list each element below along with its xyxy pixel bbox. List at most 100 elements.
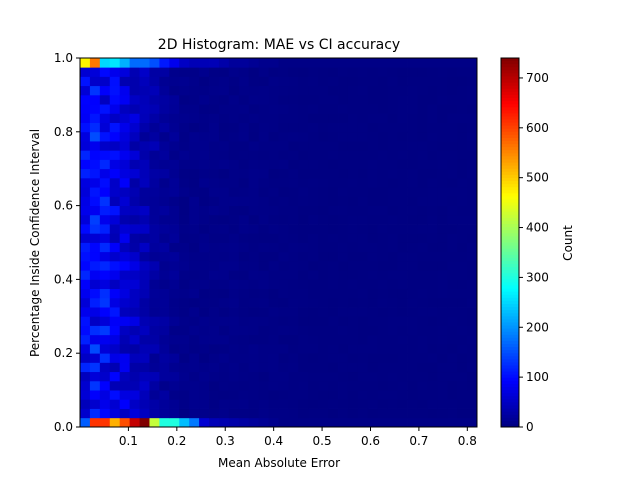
heatmap-cell [467,417,478,428]
heatmap-cell [189,85,200,96]
colorbar-segment [501,217,519,222]
heatmap-cell [457,251,468,262]
heatmap-cell [169,343,180,354]
heatmap-cell [427,205,438,216]
heatmap-cell [149,150,160,160]
heatmap-cell [397,316,408,326]
heatmap-cell [199,196,210,206]
heatmap-cell [318,371,329,382]
heatmap-cell [437,251,448,262]
heatmap-cell [218,85,230,96]
heatmap-cell [278,58,289,68]
heatmap-cell [129,353,140,363]
heatmap-cell [328,371,339,382]
heatmap-cell [407,334,418,345]
x-axis-label: Mean Absolute Error [218,456,340,470]
heatmap-cell [367,343,379,354]
heatmap-cell [149,168,160,179]
heatmap-cell [159,325,170,336]
heatmap-cell [258,159,269,170]
heatmap-cell [109,122,121,133]
heatmap-cell [357,58,369,68]
heatmap-cell [447,177,458,188]
heatmap-cell [417,270,428,280]
heatmap-cell [328,122,339,133]
heatmap-cell [189,251,200,262]
heatmap-cell [278,279,289,290]
heatmap-cell [179,325,190,336]
heatmap-cell [169,104,180,114]
heatmap-cell [457,187,468,197]
colorbar-segment [501,187,519,191]
heatmap-cell [179,417,190,428]
heatmap-cell [228,104,240,114]
heatmap-cell [318,325,329,336]
heatmap-cell [258,380,269,391]
heatmap-cell [427,408,438,419]
heatmap-cell [357,242,369,253]
heatmap-cell [427,251,438,262]
heatmap-cell [80,353,91,363]
heatmap-cell [347,417,359,428]
heatmap-cell [467,76,478,87]
heatmap-cell [278,325,289,336]
heatmap-cell [209,67,220,77]
heatmap-cell [417,417,428,428]
heatmap-cell [308,131,319,142]
heatmap-cell [119,334,131,345]
colorbar-segment [501,224,519,228]
heatmap-cell [248,85,260,96]
heatmap-cell [89,196,101,206]
heatmap-cell [367,353,379,363]
heatmap-cell [169,380,180,391]
heatmap-cell [228,399,240,409]
heatmap-cell [129,362,140,373]
heatmap-cell [218,279,230,290]
heatmap-cell [357,104,369,114]
heatmap-cell [218,177,230,188]
heatmap-cell [169,196,180,206]
heatmap-cell [308,260,319,271]
heatmap-cell [357,251,369,262]
heatmap-cell [407,214,418,225]
heatmap-cell [407,251,418,262]
heatmap-cell [169,279,180,290]
heatmap-cell [357,94,369,105]
heatmap-cell [387,196,399,206]
heatmap-cell [129,233,140,243]
heatmap-cell [99,362,111,373]
heatmap-cell [189,168,200,179]
heatmap-cell [139,214,150,225]
colorbar-frame [500,57,520,428]
heatmap-cell [288,316,299,326]
heatmap-cell [347,316,359,326]
heatmap-cell [347,104,359,114]
heatmap-cell [338,159,349,170]
heatmap-cell [209,334,220,345]
heatmap-cell [288,307,299,317]
heatmap-cell [318,76,329,87]
heatmap-cell [347,390,359,400]
heatmap-cell [298,214,309,225]
heatmap-cell [129,399,140,409]
heatmap-cell [109,214,121,225]
heatmap-cell [80,113,91,123]
heatmap-cell [447,168,458,179]
heatmap-cell [407,122,418,133]
heatmap-cell [199,371,210,382]
heatmap-cell [298,260,309,271]
y-tick-label: 0.6 [54,199,73,213]
heatmap-cell [357,399,369,409]
heatmap-cell [447,187,458,197]
heatmap-cell [338,224,349,234]
colorbar-segment [501,245,519,250]
heatmap-cell [397,67,408,77]
heatmap-cell [129,196,140,206]
heatmap-cell [278,159,289,170]
heatmap-cell [119,113,131,123]
heatmap-cell [129,251,140,262]
heatmap-cell [298,279,309,290]
heatmap-cell [89,205,101,216]
colorbar-tick-label: 400 [526,221,549,235]
heatmap-cell [80,214,91,225]
